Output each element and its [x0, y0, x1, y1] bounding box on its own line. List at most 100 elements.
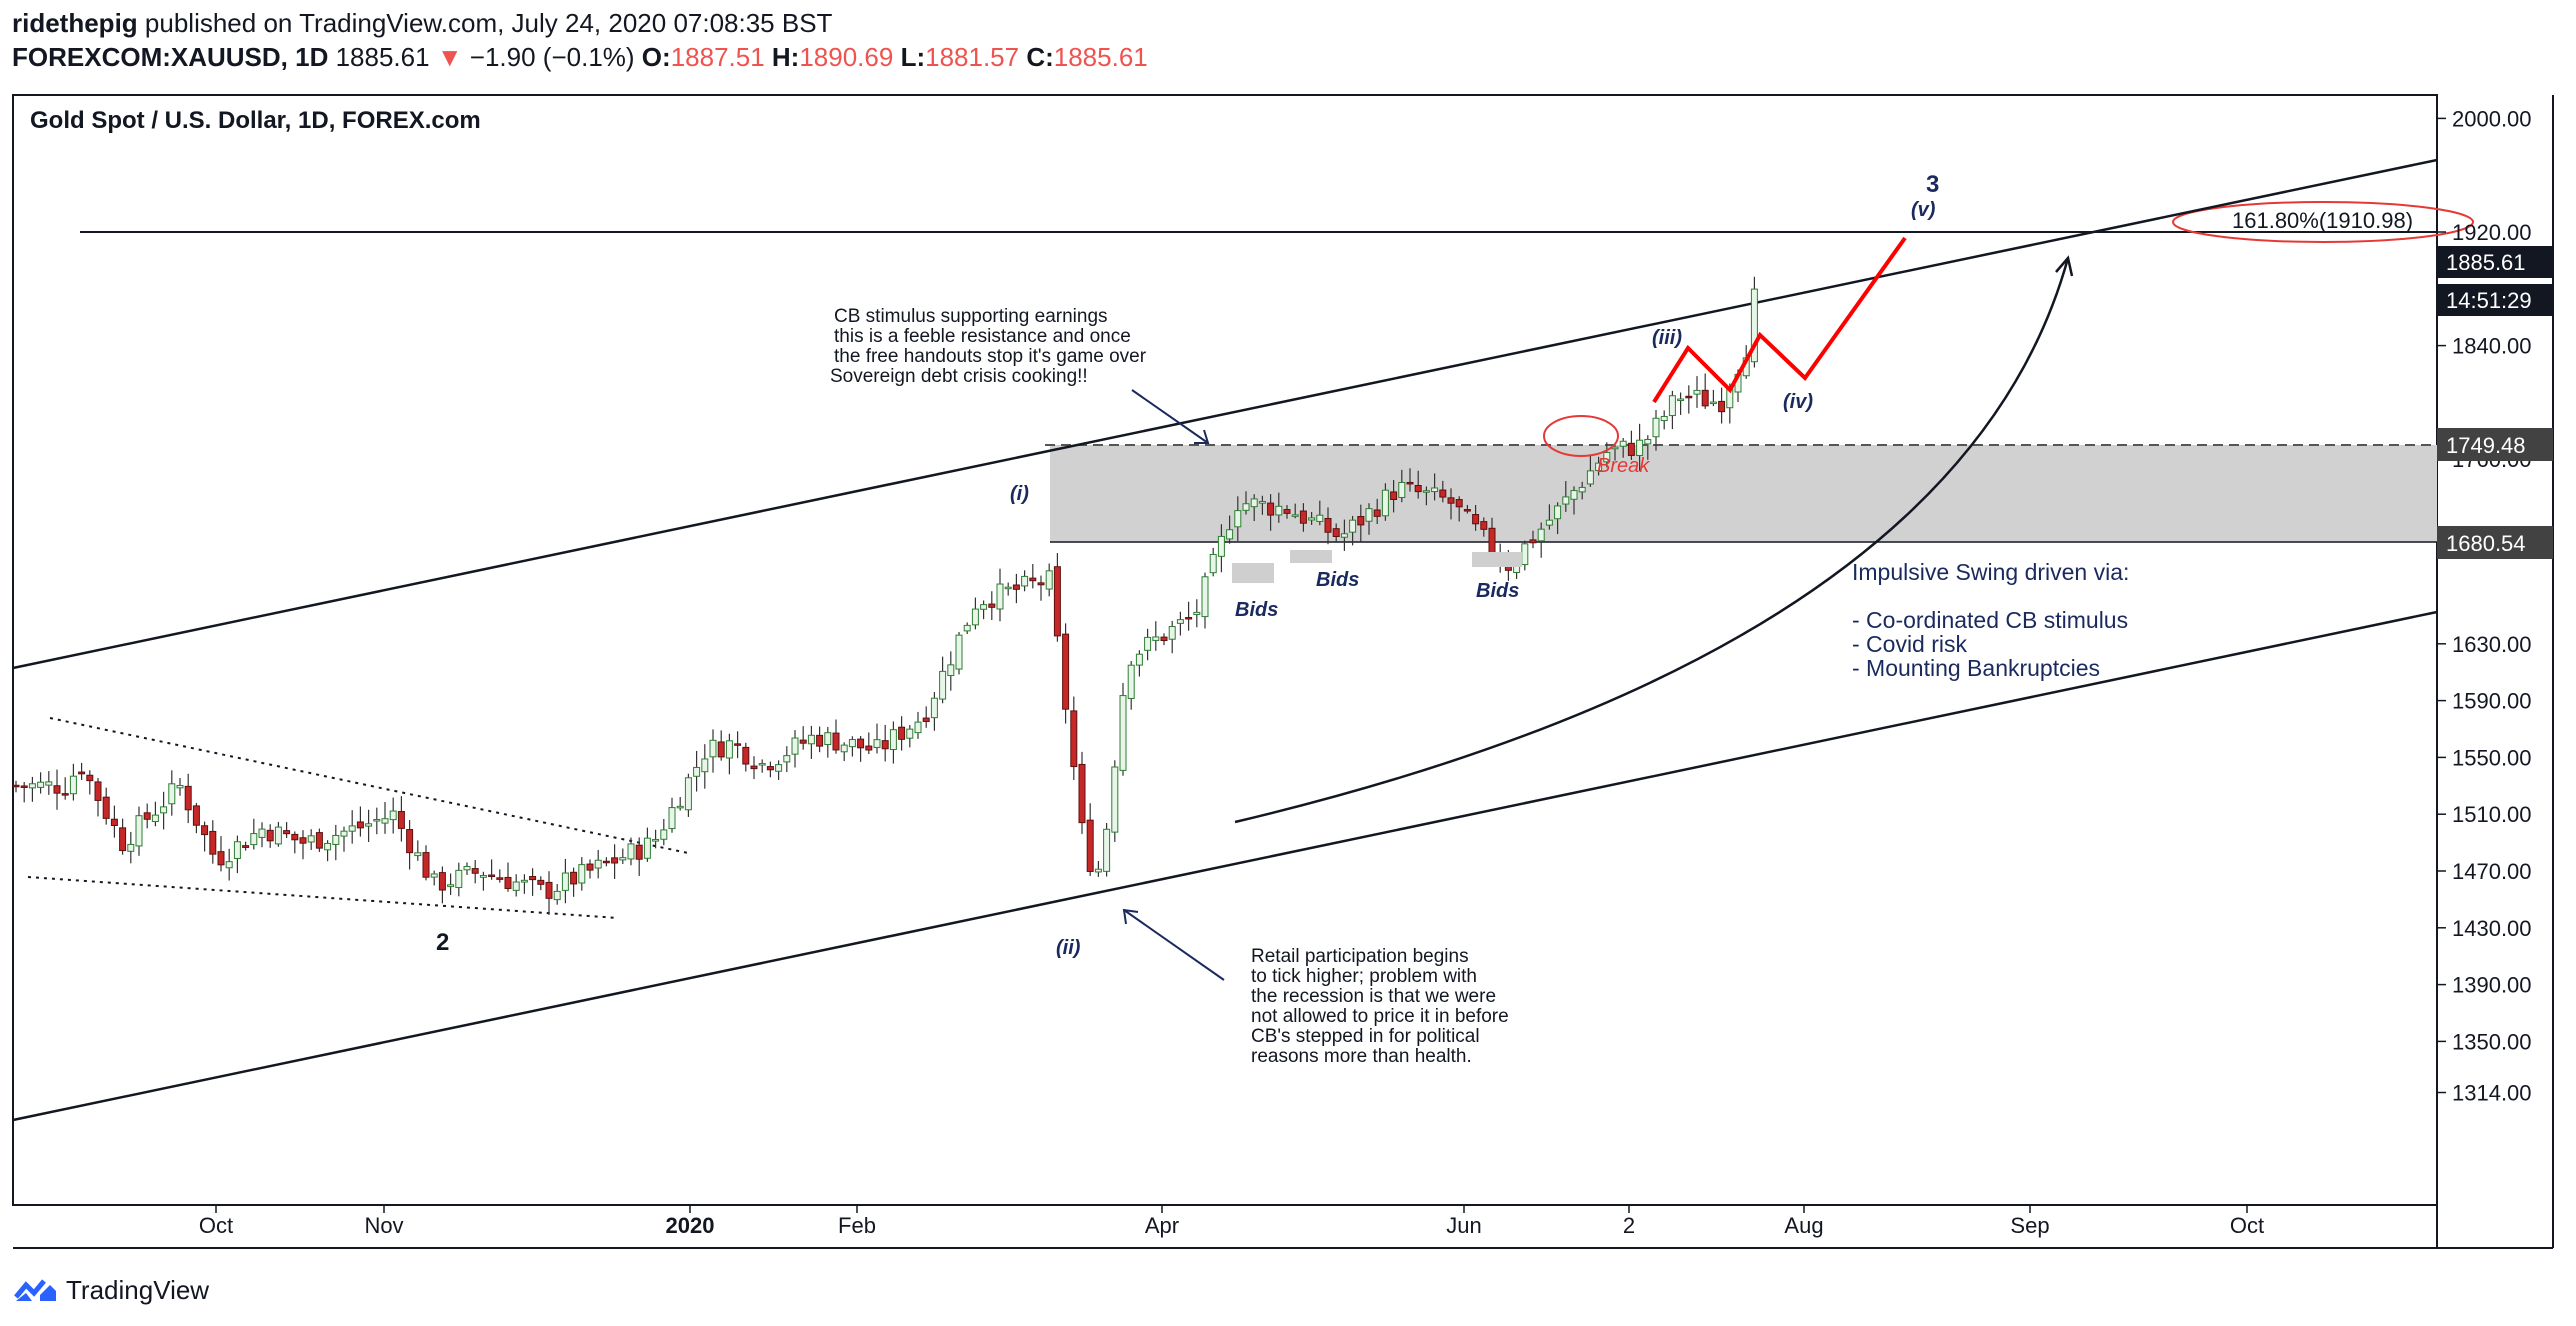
candle-up [274, 826, 282, 845]
candle-down [1718, 400, 1726, 413]
candle-down [266, 829, 274, 842]
candle-up [381, 818, 389, 824]
candle-up [914, 721, 922, 734]
candle-up [1340, 533, 1348, 538]
candle-up [840, 744, 848, 753]
candle-up [1570, 490, 1578, 500]
y-tick-label: 2000.00 [2452, 106, 2532, 131]
candle-up [1209, 553, 1217, 574]
candle-up [168, 783, 176, 805]
candle-up [176, 784, 184, 789]
candle-down [20, 785, 28, 788]
tradingview-brand[interactable]: TradingView [66, 1274, 210, 1305]
candle-up [1586, 470, 1594, 485]
candle-up [889, 729, 897, 751]
retail-note-arrow [1123, 909, 1225, 981]
candle-down [1701, 389, 1709, 407]
candle-up [1554, 505, 1562, 520]
candle-up [947, 664, 955, 677]
candle-up [1217, 535, 1225, 557]
y-tick-label: 1314.00 [2452, 1081, 2532, 1106]
impulse-item-3: - Mounting Bankruptcies [1852, 655, 2100, 681]
tradingview-logo-icon[interactable] [14, 1275, 58, 1305]
candle-down [570, 871, 578, 885]
last-price-axis-label: 1885.61 [2446, 250, 2526, 275]
candle-up [709, 739, 717, 758]
candle-up [930, 697, 938, 719]
cb-arrowhead-icon [1194, 429, 1210, 444]
candle-up [676, 805, 684, 809]
candle-down [799, 739, 807, 744]
break-ellipse [1543, 415, 1619, 457]
candle-up [1103, 828, 1111, 872]
bids-label-2: Bids [1316, 569, 1359, 591]
retail-note: Retail participation begins to tick high… [1251, 946, 1509, 1067]
candle-up [807, 734, 815, 745]
candle-up [660, 829, 668, 840]
candle-up [1308, 517, 1316, 521]
candle-up [1127, 664, 1135, 699]
candle-down [1390, 491, 1398, 500]
symbol-name[interactable]: FOREXCOM:XAUUSD, 1D [12, 42, 329, 72]
candle-down [110, 818, 118, 826]
candle-up [1595, 462, 1603, 472]
y-tick-label: 1350.00 [2452, 1029, 2532, 1054]
candle-down [356, 821, 364, 829]
cb-note: CB stimulus supporting earnings this is … [830, 306, 1147, 387]
candle-up [1431, 487, 1439, 493]
y-tick-label: 1510.00 [2452, 802, 2532, 827]
candle-up [1152, 636, 1160, 641]
candle-up [775, 764, 783, 772]
author-name[interactable]: ridethepig [12, 8, 138, 38]
candlestick-series [12, 276, 1758, 915]
candle-up [1537, 528, 1545, 542]
candle-up [365, 823, 373, 827]
candle-down [988, 603, 996, 608]
candle-up [127, 843, 135, 852]
impulse-item-1: - Co-ordinated CB stimulus [1852, 607, 2128, 633]
supply-zone [1050, 445, 2437, 542]
candle-down [291, 833, 299, 841]
break-label: Break [1597, 455, 1650, 477]
candle-up [348, 825, 356, 832]
zone-bottom-axis-label: 1680.54 [2446, 531, 2526, 556]
candle-up [1004, 586, 1012, 590]
wave-label-v: (v) [1911, 199, 1936, 221]
candle-up [45, 781, 53, 786]
candle-up [906, 728, 914, 739]
wave-label-iii: (iii) [1652, 327, 1682, 349]
candle-down [12, 784, 20, 788]
candle-up [512, 881, 520, 891]
candle-up [258, 828, 266, 838]
close-label: C: [1026, 42, 1054, 72]
time-axis[interactable]: Oct Nov 2020 Feb Apr Jun 2 Aug Sep Oct [199, 1205, 2264, 1238]
candle-down [635, 844, 643, 860]
cb-note-line-3: the free handouts stop it's game over [834, 346, 1147, 367]
candle-up [447, 884, 455, 888]
candle-down [1414, 485, 1422, 493]
candle-up [1242, 503, 1250, 511]
zone-top-axis-label: 1749.48 [2446, 433, 2526, 458]
price-change: −1.90 (−0.1%) [469, 42, 635, 72]
candle-up [1250, 498, 1258, 508]
y-tick-label: 1430.00 [2452, 916, 2532, 941]
candle-up [1545, 519, 1553, 526]
candle-down [1185, 616, 1193, 620]
candle-down [217, 851, 225, 866]
last-price: 1885.61 [335, 42, 430, 72]
impulse-note: Impulsive Swing driven via: - Co-ordinat… [1852, 559, 2129, 681]
candle-down [898, 726, 906, 740]
last-price-badge [2437, 246, 2553, 278]
candle-down [1283, 509, 1291, 514]
bids-box-1 [1232, 563, 1274, 583]
close-value: 1885.61 [1053, 42, 1148, 72]
candle-down [242, 845, 250, 848]
fib-ellipse [2172, 201, 2474, 243]
curve-arrowhead-icon [2055, 255, 2074, 277]
candle-down [1455, 499, 1463, 508]
x-tick-label: 2 [1623, 1213, 1635, 1238]
candle-up [693, 766, 701, 777]
candle-up [250, 833, 258, 846]
candle-up [1316, 514, 1324, 522]
